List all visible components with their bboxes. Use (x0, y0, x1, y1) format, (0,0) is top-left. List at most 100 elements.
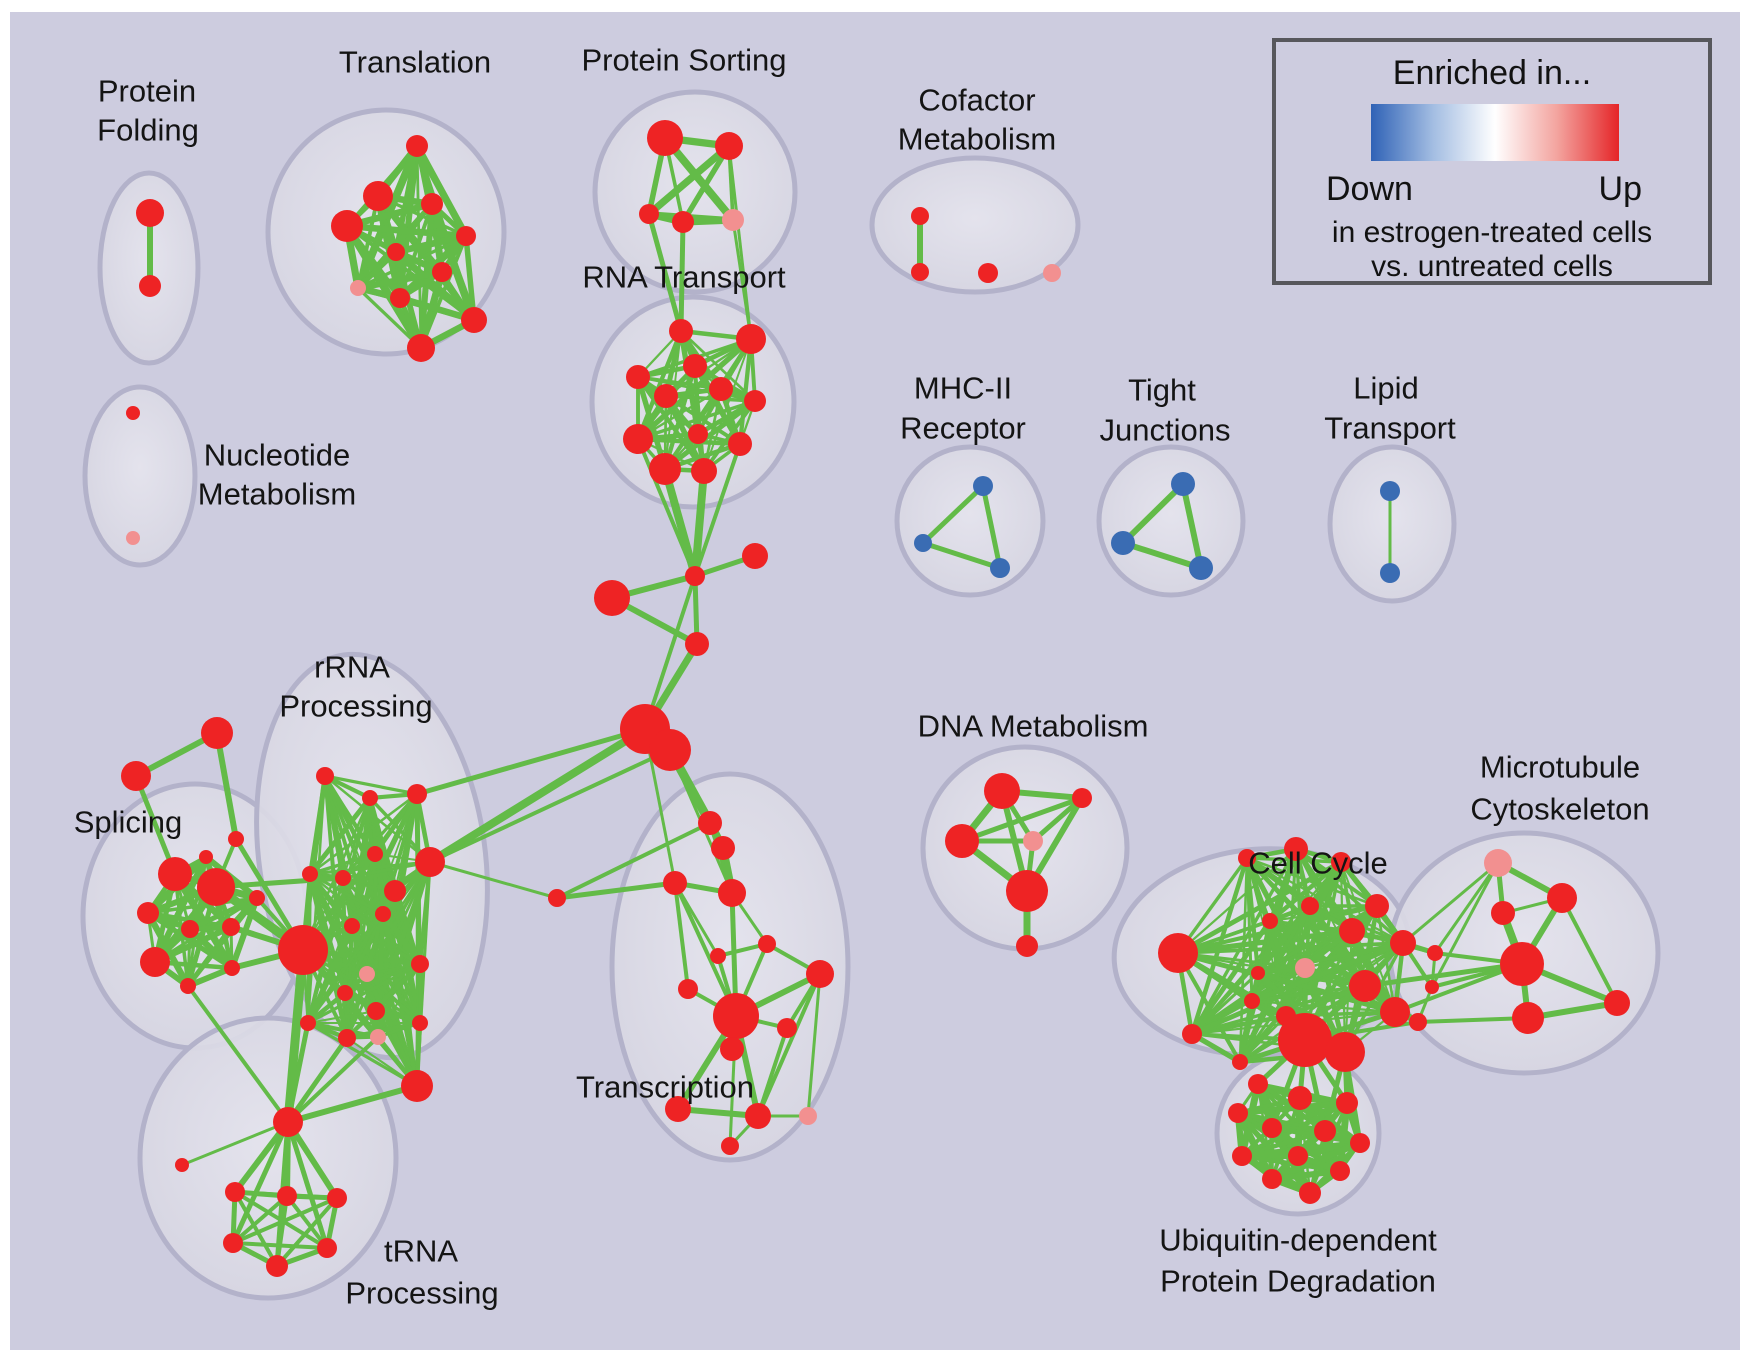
rna-transport-node-8 (623, 424, 653, 454)
trna-processing-node-6 (317, 1238, 337, 1258)
rrna-processing-node-14 (411, 955, 429, 973)
translation-edge (413, 144, 470, 238)
rrna-processing-edge (309, 852, 376, 876)
rna-transport--connectors-edge (636, 438, 697, 577)
translation-node-1 (363, 181, 393, 211)
microtubule-cytoskeleton--cell-cycle-edge (1402, 861, 1499, 945)
ubiquitin-degradation-node-8 (1288, 1146, 1308, 1166)
trna-processing-edge (275, 1196, 339, 1268)
rrna-processing-node-2 (407, 784, 427, 804)
rrna-processing-edge (365, 861, 432, 975)
nucleotide-metabolism-label: Nucleotide (204, 438, 350, 473)
translation-node-0 (406, 135, 428, 157)
microtubule-cytoskeleton-node-2 (1491, 901, 1515, 925)
ubiquitin-degradation-edge (1271, 1168, 1341, 1182)
cofactor-metabolism-node-0 (911, 207, 929, 225)
lipid-transport-ellipse (1327, 444, 1457, 604)
microtubule-cytoskeleton-node-3 (1500, 942, 1544, 986)
mhc-ii-receptor-node-1 (914, 534, 932, 552)
ubiquitin-degradation-node-9 (1330, 1161, 1350, 1181)
splicing-node-1 (197, 868, 235, 906)
trna-processing-node-1 (175, 1158, 189, 1172)
rrna-processing--trna-processing-edge (283, 949, 308, 1123)
legend-up-label: Up (1598, 170, 1642, 208)
rrna-processing-node-9 (344, 918, 360, 934)
rrna-processing-edge (307, 1021, 418, 1088)
legend-note-line1: in estrogen-treated cells (1331, 216, 1653, 249)
ubiquitin-degradation-label: Protein Degradation (1160, 1264, 1436, 1299)
rna-transport-edge (737, 338, 754, 445)
dna-metabolism-node-5 (1016, 935, 1038, 957)
cell-cycle--microtubule-cytoskeleton-edge (1394, 962, 1523, 1014)
cell-cycle-node-17 (1325, 1032, 1365, 1072)
cell-cycle-edge (1177, 848, 1297, 954)
connectors--rrna-processing-edge (427, 725, 648, 866)
rna-transport-edge (637, 436, 741, 447)
cell-cycle-node-5 (1262, 913, 1278, 929)
connectors--rrna-processing-edge (429, 860, 558, 900)
nucleotide-metabolism-node-1 (126, 531, 140, 545)
microtubule-cytoskeleton-edge (1560, 897, 1619, 1004)
connectors-node-1 (121, 761, 151, 791)
protein-sorting--rna-transport-edge (678, 221, 686, 332)
splicing-node-8 (249, 890, 265, 906)
rrna-processing-node-16 (300, 1015, 316, 1031)
cell-cycle-edge (1285, 942, 1404, 1017)
dna-metabolism-node-0 (984, 773, 1020, 809)
rna-transport-node-4 (654, 384, 678, 408)
rna-transport--connectors-edge (693, 443, 742, 577)
protein-sorting-edge (680, 144, 732, 224)
rrna-processing-edge (309, 792, 418, 876)
cell-cycle-edge (1251, 940, 1404, 1004)
splicing-node-2 (137, 902, 159, 924)
connectors--transcription-edge (556, 880, 676, 901)
tight-junctions-label: Tight (1128, 373, 1196, 408)
rna-transport-edge (637, 375, 756, 403)
ubiquitin-degradation-node-3 (1228, 1103, 1248, 1123)
microtubule-cytoskeleton-node-5 (1604, 990, 1630, 1016)
microtubule-cytoskeleton-edge (1430, 862, 1500, 988)
cell-cycle-node-16 (1278, 1013, 1332, 1067)
mhc-ii-receptor-node-2 (990, 558, 1010, 578)
cell-cycle-node-0 (1158, 933, 1198, 973)
trna-processing-edge (233, 1190, 329, 1250)
rrna-processing-node-6 (415, 847, 445, 877)
translation-node-2 (421, 193, 443, 215)
transcription-node-1 (711, 836, 735, 860)
transcription-edge (677, 1106, 759, 1119)
cell-cycle-edge (1237, 1000, 1255, 1063)
microtubule-cytoskeleton-node-8 (1409, 1013, 1427, 1031)
connectors-node-4 (742, 543, 768, 569)
cell-cycle-edge (1294, 847, 1405, 945)
tight-junctions-edge (1120, 481, 1186, 546)
trna-processing-label: Processing (345, 1276, 498, 1311)
cell-cycle-edge (1245, 857, 1254, 1002)
ubiquitin-degradation-node-6 (1350, 1133, 1370, 1153)
transcription-node-11 (665, 1096, 691, 1122)
rrna-processing-node-7 (278, 925, 328, 975)
connectors--splicing-edge (133, 775, 178, 875)
transcription-node-5 (758, 935, 776, 953)
cell-cycle-edge (1238, 857, 1249, 1063)
connectors-node-0 (201, 717, 233, 749)
splicing-node-9 (199, 850, 213, 864)
cell-cycle-label: Cell Cycle (1248, 846, 1388, 881)
transcription-node-12 (745, 1103, 771, 1129)
rrna-processing-node-5 (384, 880, 406, 902)
rna-transport-node-3 (626, 365, 650, 389)
cell-cycle-edge (1251, 999, 1396, 1014)
translation-node-6 (432, 262, 452, 282)
cell-cycle-node-13 (1349, 970, 1381, 1002)
mhc-ii-receptor-edge (980, 485, 1003, 569)
rrna-processing-edge (351, 924, 421, 966)
cell-cycle-node-7 (1339, 918, 1365, 944)
protein-sorting-node-3 (672, 211, 694, 233)
node-layer (121, 120, 1630, 1277)
tight-junctions-node-2 (1189, 556, 1213, 580)
protein-folding-node-1 (139, 275, 161, 297)
transcription-edge (673, 882, 690, 990)
rrna-processing-node-4 (335, 870, 351, 886)
protein-sorting-node-1 (715, 132, 743, 160)
cell-cycle-node-4 (1331, 852, 1351, 872)
translation-node-10 (407, 334, 435, 362)
